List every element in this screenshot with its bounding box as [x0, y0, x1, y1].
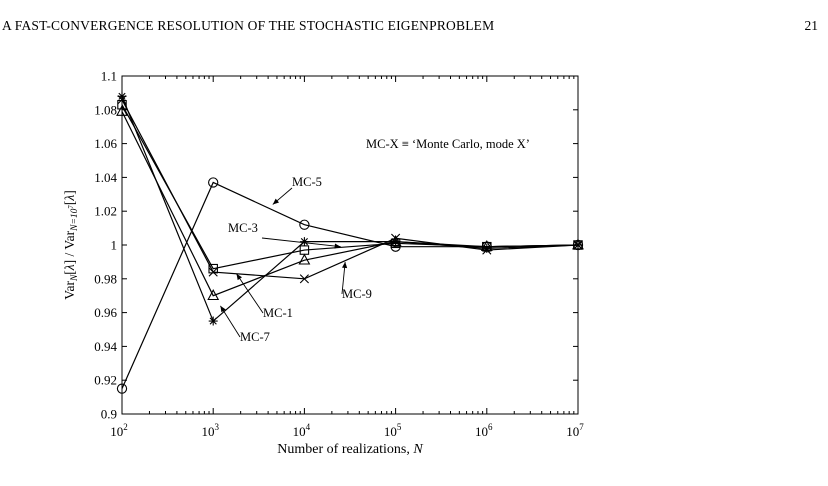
y-tick-label: 1.06	[94, 136, 117, 151]
running-head: A FAST-CONVERGENCE RESOLUTION OF THE STO…	[0, 18, 828, 38]
x-tick-base: 10	[110, 424, 123, 439]
x-tick-base: 10	[475, 424, 488, 439]
leader-line	[220, 305, 241, 338]
arrow-head	[342, 261, 348, 269]
x-tick-base: 10	[293, 424, 306, 439]
triangle-marker	[207, 289, 220, 301]
y-label-part: ] / Var	[62, 230, 77, 264]
cross-marker	[482, 245, 492, 255]
x-axis-label: Number of realizations, N	[277, 442, 423, 457]
series-mc-5	[116, 177, 584, 394]
star-marker	[117, 91, 127, 101]
x-tick-exponent: 5	[397, 422, 402, 432]
arrow-head	[334, 243, 341, 249]
series-label-mc-3: MC-3	[228, 221, 258, 235]
x-tick-exponent: 7	[579, 422, 584, 432]
series-line	[121, 111, 579, 297]
leader-line	[261, 237, 341, 248]
star-marker	[208, 316, 218, 326]
cross-marker	[208, 267, 218, 277]
circle-marker	[116, 383, 128, 394]
x-tick-label: 107	[566, 422, 584, 439]
y-label-part: ]	[62, 190, 77, 195]
y-label-part: λ	[62, 264, 77, 271]
arrow-head	[272, 198, 280, 205]
series-mc-9	[117, 95, 583, 284]
y-tick-label: 1	[111, 238, 118, 253]
plot-frame	[121, 75, 579, 415]
y-tick-label: 1.04	[94, 170, 117, 185]
y-tick-label: 0.96	[94, 305, 117, 320]
page-number: 21	[804, 18, 819, 33]
x-tick-base: 10	[384, 424, 397, 439]
star-marker	[391, 237, 401, 247]
x-tick-label: 103	[201, 422, 219, 439]
x-axis-ticks: 102 103 104 105 106 107	[110, 76, 584, 439]
series-mc-1	[116, 104, 584, 301]
triangle-marker	[298, 253, 311, 265]
arrow-head	[236, 273, 242, 281]
y-label-part: Var	[62, 281, 77, 300]
x-tick-exponent: 4	[306, 422, 311, 432]
series-line	[121, 181, 579, 389]
star-marker	[482, 243, 492, 253]
x-label-symbol: N	[412, 442, 423, 457]
y-axis-label: VarN[λ] / VarN=107[λ]	[62, 190, 80, 300]
circle-marker	[208, 177, 219, 188]
y-tick-label: 0.94	[94, 339, 117, 354]
mode-annotation: MC-X ≡ ‘Monte Carlo, mode X’	[366, 137, 530, 151]
x-tick-label: 105	[384, 422, 402, 439]
series-label-mc-5: MC-5	[292, 175, 322, 189]
leader-line	[236, 273, 264, 314]
cross-marker	[299, 274, 309, 284]
x-tick-label: 104	[293, 422, 311, 439]
y-label-part: [	[62, 270, 77, 275]
y-label-part: λ	[62, 195, 77, 202]
y-label-part: N	[70, 274, 80, 282]
series-line	[121, 104, 579, 270]
cross-marker	[117, 95, 127, 105]
y-label-part: [	[62, 200, 77, 205]
circle-marker	[299, 219, 310, 230]
y-tick-label: 0.9	[101, 407, 117, 422]
series-label-mc-1: MC-1	[263, 306, 293, 320]
y-tick-label: 1.02	[94, 204, 117, 219]
label-arrows: MC-5 MC-3 MC-1 MC-7 MC-9	[220, 175, 372, 344]
y-tick-label: 1.1	[101, 69, 117, 84]
triangle-marker	[116, 104, 128, 116]
arrow-head	[220, 305, 226, 313]
y-label-part: 7	[67, 205, 75, 209]
star-marker	[299, 237, 309, 247]
running-title: A FAST-CONVERGENCE RESOLUTION OF THE STO…	[2, 18, 495, 33]
y-tick-label: 1.08	[94, 102, 117, 117]
x-tick-base: 10	[201, 424, 214, 439]
cross-marker	[573, 240, 583, 250]
series-line	[121, 96, 579, 323]
series-label-mc-9: MC-9	[342, 287, 372, 301]
x-tick-base: 10	[566, 424, 579, 439]
x-tick-label: 106	[475, 422, 493, 439]
cross-marker	[391, 233, 401, 243]
series-line	[121, 99, 579, 280]
y-label-part: N=10	[70, 208, 80, 231]
square-marker	[208, 263, 218, 274]
series-label-mc-7: MC-7	[240, 330, 270, 344]
x-label-text: Number of realizations,	[277, 442, 413, 457]
x-tick-exponent: 3	[214, 422, 219, 432]
x-tick-exponent: 2	[123, 422, 128, 432]
x-tick-exponent: 6	[488, 422, 493, 432]
y-tick-label: 0.92	[94, 373, 117, 388]
series-layer	[116, 91, 584, 394]
x-tick-label: 102	[110, 422, 128, 439]
y-tick-label: 0.98	[94, 271, 117, 286]
